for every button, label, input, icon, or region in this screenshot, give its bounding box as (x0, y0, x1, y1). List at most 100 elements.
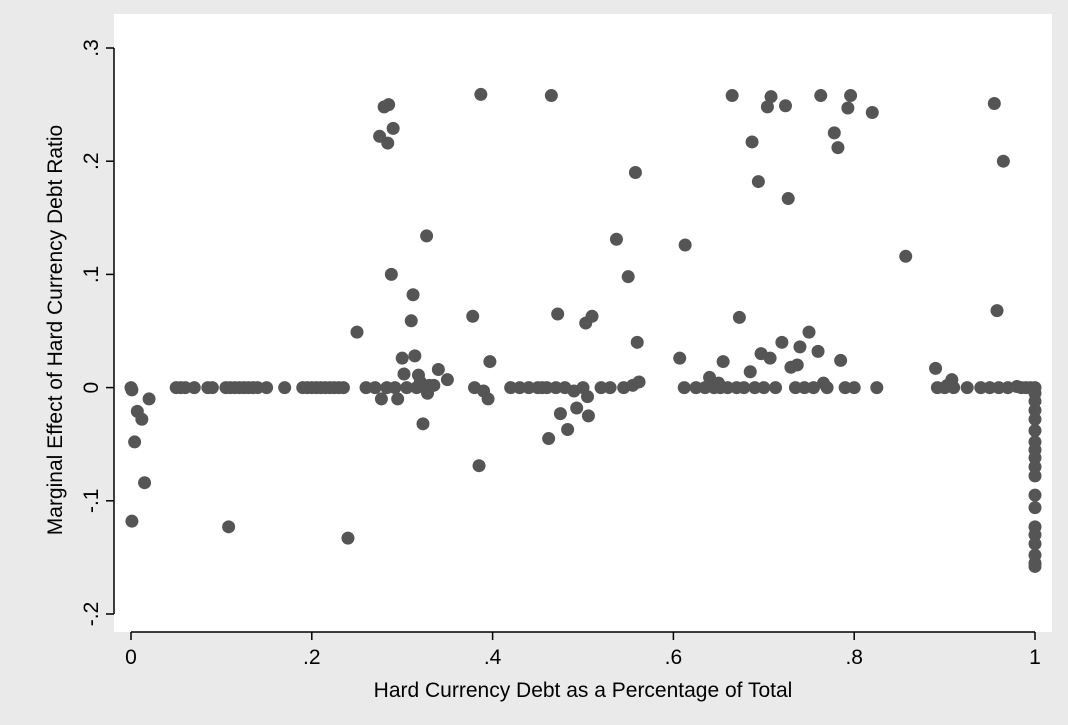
data-point (374, 392, 388, 406)
data-point (431, 362, 445, 376)
y-tick-label: .2 (80, 152, 103, 170)
data-point (138, 476, 152, 490)
data-point (802, 325, 816, 339)
data-point (841, 101, 855, 115)
y-tick-label: -.1 (80, 489, 103, 514)
data-point (553, 407, 567, 421)
data-point (725, 89, 739, 103)
data-point (983, 381, 997, 395)
data-point (205, 381, 219, 395)
data-point (384, 267, 398, 281)
data-point (743, 365, 757, 379)
data-point (1028, 460, 1042, 474)
data-point (125, 383, 139, 397)
data-point (472, 459, 486, 473)
data-point (400, 381, 414, 395)
data-point (628, 166, 642, 180)
data-point (760, 100, 774, 114)
data-point (440, 373, 454, 387)
data-point (549, 381, 563, 395)
data-point (397, 367, 411, 381)
data-point (1028, 501, 1042, 515)
x-axis-title: Hard Currency Debt as a Percentage of To… (374, 679, 793, 702)
data-point (581, 409, 595, 423)
data-point (386, 121, 400, 135)
data-point (581, 390, 595, 404)
data-point (178, 381, 192, 395)
data-point (260, 381, 274, 395)
data-point (368, 381, 382, 395)
y-tick-label: -.2 (80, 602, 103, 627)
data-point (764, 90, 778, 104)
data-point (870, 381, 884, 395)
data-point (278, 381, 292, 395)
data-point (222, 520, 236, 534)
data-point (382, 98, 396, 112)
data-point (427, 378, 441, 392)
data-point (737, 381, 751, 395)
data-point (745, 135, 759, 149)
data-point (899, 249, 913, 263)
data-point (504, 381, 518, 395)
data-point (797, 381, 811, 395)
data-point (757, 381, 771, 395)
data-point (807, 381, 821, 395)
data-point (540, 381, 554, 395)
data-point (391, 392, 405, 406)
data-point (820, 381, 834, 395)
data-point (790, 358, 804, 372)
data-point (1028, 537, 1042, 551)
data-point (1028, 394, 1042, 408)
x-tick-label: .4 (484, 646, 502, 669)
data-point (698, 381, 712, 395)
data-point (865, 106, 879, 120)
data-point (544, 89, 558, 103)
data-point (1028, 451, 1042, 465)
data-point (381, 136, 395, 150)
axes: -.2 -.1 0 .1 .2 .3 0 .2 .4 .6 .8 1 (80, 39, 1041, 669)
data-point (341, 531, 355, 545)
data-point (769, 381, 783, 395)
data-point (1028, 412, 1042, 426)
x-tick-label: 0 (125, 646, 137, 669)
data-point (561, 422, 575, 436)
data-point (844, 89, 858, 103)
data-point (793, 340, 807, 354)
data-point (336, 381, 350, 395)
data-point (125, 514, 139, 528)
data-point (732, 310, 746, 324)
data-point (609, 232, 623, 246)
data-point (827, 126, 841, 140)
data-point (992, 381, 1006, 395)
data-point (990, 304, 1004, 318)
data-point (831, 141, 845, 155)
data-point (630, 335, 644, 349)
data-point (406, 288, 420, 302)
data-point (974, 381, 988, 395)
data-point (570, 401, 584, 415)
data-point (142, 392, 156, 406)
data-point (187, 381, 201, 395)
y-tick-label: .3 (80, 39, 103, 57)
data-point (847, 381, 861, 395)
data-point (416, 417, 430, 431)
data-point (987, 96, 1001, 110)
data-point (838, 381, 852, 395)
y-tick-label: .1 (80, 266, 103, 284)
data-point (763, 351, 777, 365)
data-point (814, 89, 828, 103)
data-point (1028, 403, 1042, 417)
data-point (751, 175, 765, 189)
data-point (585, 309, 599, 323)
data-point (834, 353, 848, 367)
data-point (960, 381, 974, 395)
x-tick-label: .8 (845, 646, 863, 669)
data-point (395, 351, 409, 365)
data-point (388, 381, 402, 395)
data-point (778, 99, 792, 113)
data-point (775, 335, 789, 349)
data-point (811, 344, 825, 358)
data-point (748, 381, 762, 395)
data-point (721, 381, 735, 395)
